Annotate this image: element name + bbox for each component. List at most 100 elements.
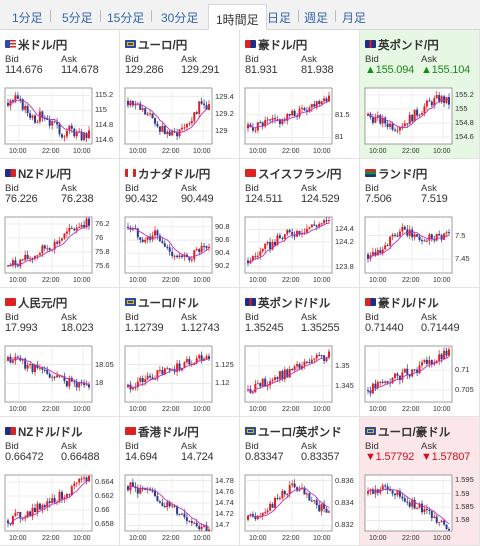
rate-card[interactable]: ランド/円 Bid Ask 7.506 7.519 7.5 7.45 10:00 22:00 10… (360, 159, 480, 288)
candle (65, 381, 68, 387)
rate-card[interactable]: 豪ドル/円 Bid Ask 81.931 81.938 81.5 81 10:00 22:00 1… (240, 30, 360, 159)
rate-card[interactable]: スイスフラン/円 Bid Ask 124.511 124.529 124.4 124.2 12… (240, 159, 360, 288)
candle (313, 500, 316, 502)
candle (274, 118, 276, 120)
price-chart[interactable]: 1.125 1.12 10:00 22:00 10:00 (124, 344, 236, 414)
pair-name[interactable]: NZドル/ドル (5, 424, 83, 439)
candle (149, 113, 152, 115)
pair-name[interactable]: スイスフラン/円 (245, 166, 341, 181)
pair-name[interactable]: 人民元/円 (5, 295, 67, 310)
price-chart[interactable]: 81.5 81 10:00 22:00 10:00 (244, 86, 356, 156)
candle (384, 117, 387, 124)
candle (144, 488, 147, 490)
rate-card[interactable]: カナダドル/円 Bid Ask 90.432 90.449 90.8 90.6 90.4 90.… (120, 159, 240, 288)
candle (198, 355, 201, 359)
pair-name[interactable]: 豪ドル/円 (245, 37, 307, 52)
candle (266, 385, 269, 387)
ask-value: ▼1.57807 (421, 451, 471, 463)
candle (24, 105, 27, 110)
pair-label: ユーロ/円 (138, 40, 188, 52)
pair-name[interactable]: ユーロ/円 (125, 37, 188, 52)
rate-card[interactable]: 英ポンド/円 Bid Ask ▲155.094 ▲155.104 155.2 155 154.… (360, 30, 480, 159)
tab-7[interactable]: 月足 (342, 11, 367, 25)
candle (254, 255, 257, 257)
rate-card[interactable]: 香港ドル/円 Bid Ask 14.694 14.724 14.78 14.76 14.74 1… (120, 417, 240, 546)
pair-label: ユーロ/豪ドル (378, 427, 451, 439)
candle (38, 253, 41, 256)
pair-name[interactable]: 英ポンド/円 (365, 37, 439, 52)
x-tick-label: 22:00 (282, 406, 300, 413)
tab-2[interactable]: 15分足 (103, 7, 153, 25)
tab-0[interactable]: 1分足 (8, 7, 51, 25)
price-chart[interactable]: 18.05 18 10:00 22:00 10:00 (4, 344, 116, 414)
rate-card[interactable]: ユーロ/ドル Bid Ask 1.12739 1.12743 1.125 1.12 10:00… (120, 288, 240, 417)
candle (411, 369, 414, 377)
price-chart[interactable]: 155.2 155 154.8 154.6 10:00 22:00 10:00 (364, 86, 476, 156)
price-chart[interactable]: 14.78 14.76 14.74 14.72 14.7 10:00 22:00 10:00 (124, 473, 236, 543)
y-tick-label: 75.8 (95, 247, 110, 256)
chart-frame (364, 345, 453, 403)
candle (406, 501, 409, 503)
tab-3[interactable]: 30分足 (161, 11, 199, 25)
y-tick-label: 0.664 (95, 477, 114, 486)
y-tick-label: 90.8 (215, 221, 230, 231)
x-tick-label: 10:00 (369, 148, 387, 155)
candle (78, 478, 81, 483)
tab-6[interactable]: 週足 (300, 7, 337, 25)
rate-card[interactable]: 英ポンド/ドル Bid Ask 1.35245 1.35255 1.35 1.345 10:0… (240, 288, 360, 417)
rate-card[interactable]: ユーロ/英ポンド Bid Ask 0.83347 0.83357 0.836 0.834 0.… (240, 417, 360, 546)
price-chart[interactable]: 1.35 1.345 10:00 22:00 10:00 (244, 344, 356, 414)
candle (26, 364, 29, 369)
price-chart[interactable]: 0.664 0.662 0.66 0.658 10:00 22:00 10:00 (4, 473, 116, 543)
moving-average-line (127, 485, 210, 528)
pair-name[interactable]: 香港ドル/円 (125, 424, 199, 439)
tab-5[interactable]: 日足 (263, 7, 300, 25)
candle (166, 368, 169, 370)
y-tick-label: 14.7 (215, 520, 230, 530)
candle (56, 122, 59, 125)
candle (7, 102, 9, 106)
pair-name[interactable]: 英ポンド/ドル (245, 295, 330, 310)
price-chart[interactable]: 1.595 1.59 1.585 1.58 10:00 22:00 10:00 (364, 473, 476, 543)
pair-name[interactable]: カナダドル/円 (125, 166, 210, 181)
flag-icon (365, 298, 376, 306)
pair-name[interactable]: ユーロ/ドル (125, 295, 199, 310)
candle (433, 98, 436, 106)
rate-card[interactable]: 米ドル/円 Bid Ask 114.676 114.678 115.2 115 114.8 11… (0, 30, 120, 159)
y-tick-label: 0.66 (95, 505, 110, 514)
price-chart[interactable]: 115.2 115 114.8 114.6 10:00 22:00 10:00 (4, 86, 116, 156)
price-chart[interactable]: 7.5 7.45 10:00 22:00 10:00 (364, 215, 476, 285)
rate-card[interactable]: NZドル/ドル Bid Ask 0.66472 0.66488 0.664 0.662 0.6… (0, 417, 120, 546)
rate-card[interactable]: 人民元/円 Bid Ask 17.993 18.023 18.05 18 10:00 22:00… (0, 288, 120, 417)
candle (371, 383, 374, 394)
pair-name[interactable]: 米ドル/円 (5, 37, 67, 52)
price-chart[interactable]: 76.2 76 75.8 75.6 10:00 22:00 10:00 (4, 215, 116, 285)
candle (34, 115, 36, 123)
price-chart[interactable]: 124.4 124.2 123.8 10:00 22:00 10:00 (244, 215, 356, 285)
pair-name[interactable]: ユーロ/英ポンド (245, 424, 342, 439)
rate-card[interactable]: ユーロ/豪ドル Bid Ask ▼1.57792 ▼1.57807 1.595 1.59 1.… (360, 417, 480, 546)
price-chart[interactable]: 129.4 129.2 129 10:00 22:00 10:00 (124, 86, 236, 156)
rate-card[interactable]: NZドル/円 Bid Ask 76.226 76.238 76.2 76 75.8 75.6 10… (0, 159, 120, 288)
pair-name[interactable]: 豪ドル/ドル (365, 295, 439, 310)
flag-icon (125, 298, 136, 306)
flag-icon (5, 169, 16, 177)
price-chart[interactable]: 0.71 0.705 10:00 22:00 10:00 (364, 344, 476, 414)
candle (193, 363, 196, 365)
candle (7, 356, 9, 361)
candle (154, 117, 156, 124)
candle (291, 110, 294, 116)
bid-label: Bid (5, 312, 19, 323)
rate-card[interactable]: ユーロ/円 Bid Ask 129.286 129.291 129.4 129.2 129 10… (120, 30, 240, 159)
rate-card[interactable]: 豪ドル/ドル Bid Ask 0.71440 0.71449 0.71 0.705 10:00… (360, 288, 480, 417)
pair-name[interactable]: NZドル/円 (5, 166, 71, 181)
price-chart[interactable]: 90.8 90.6 90.4 90.2 10:00 22:00 10:00 (124, 215, 236, 285)
pair-name[interactable]: ユーロ/豪ドル (365, 424, 451, 439)
candle (296, 487, 299, 491)
x-tick-label: 22:00 (42, 535, 60, 542)
price-chart[interactable]: 0.836 0.834 0.832 10:00 22:00 10:00 (244, 473, 356, 543)
pair-name[interactable]: ランド/円 (365, 166, 427, 181)
tab-1[interactable]: 5分足 (58, 7, 101, 25)
tab-4[interactable]: 1時間足 (208, 4, 267, 30)
timeframe-tabs: 1分足 5分足 15分足 30分足 1時間足 日足 週足 月足 (0, 0, 480, 30)
